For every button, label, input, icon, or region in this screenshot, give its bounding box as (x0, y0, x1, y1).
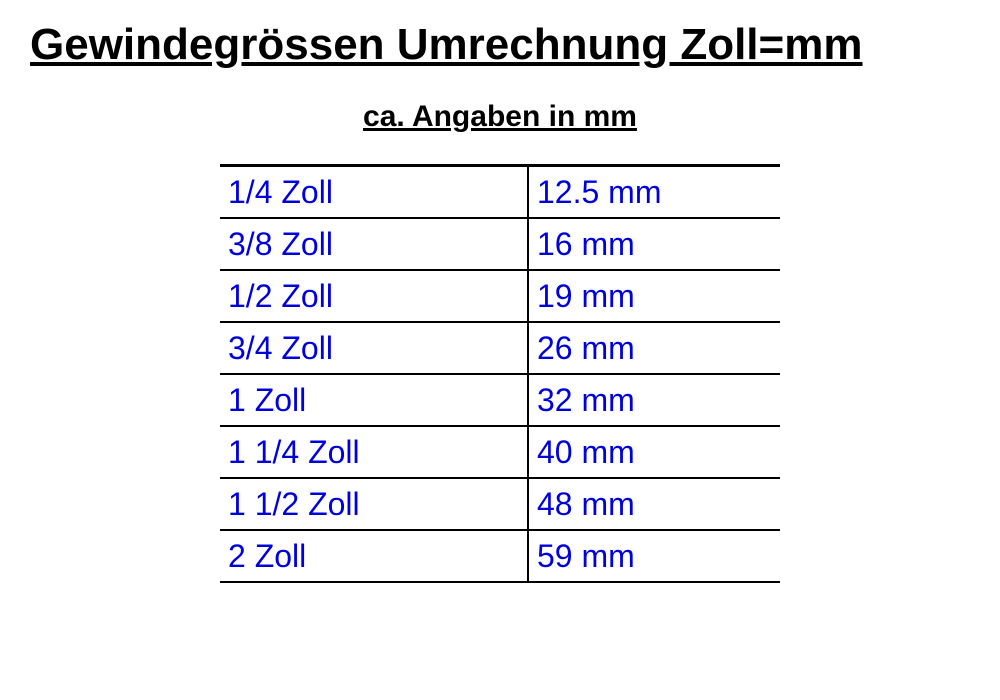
cell-zoll: 1 Zoll (220, 374, 528, 426)
table-row: 1/4 Zoll 12.5 mm (220, 166, 780, 219)
cell-zoll: 1 1/2 Zoll (220, 478, 528, 530)
cell-zoll: 3/8 Zoll (220, 218, 528, 270)
cell-mm: 12.5 mm (528, 166, 780, 219)
cell-zoll: 3/4 Zoll (220, 322, 528, 374)
table-row: 1/2 Zoll 19 mm (220, 270, 780, 322)
cell-zoll: 1/4 Zoll (220, 166, 528, 219)
table-row: 2 Zoll 59 mm (220, 530, 780, 582)
page-title: Gewindegrössen Umrechnung Zoll=mm (30, 20, 970, 70)
page: Gewindegrössen Umrechnung Zoll=mm ca. An… (0, 0, 1000, 603)
cell-mm: 48 mm (528, 478, 780, 530)
conversion-table: 1/4 Zoll 12.5 mm 3/8 Zoll 16 mm 1/2 Zoll… (220, 164, 780, 583)
cell-mm: 59 mm (528, 530, 780, 582)
cell-mm: 32 mm (528, 374, 780, 426)
cell-zoll: 1 1/4 Zoll (220, 426, 528, 478)
table-row: 1 Zoll 32 mm (220, 374, 780, 426)
cell-mm: 40 mm (528, 426, 780, 478)
page-subtitle: ca. Angaben in mm (30, 100, 970, 134)
cell-mm: 16 mm (528, 218, 780, 270)
cell-mm: 19 mm (528, 270, 780, 322)
cell-zoll: 1/2 Zoll (220, 270, 528, 322)
cell-mm: 26 mm (528, 322, 780, 374)
table-row: 1 1/2 Zoll 48 mm (220, 478, 780, 530)
table-row: 3/4 Zoll 26 mm (220, 322, 780, 374)
table-row: 1 1/4 Zoll 40 mm (220, 426, 780, 478)
table-container: 1/4 Zoll 12.5 mm 3/8 Zoll 16 mm 1/2 Zoll… (30, 164, 970, 583)
table-row: 3/8 Zoll 16 mm (220, 218, 780, 270)
cell-zoll: 2 Zoll (220, 530, 528, 582)
